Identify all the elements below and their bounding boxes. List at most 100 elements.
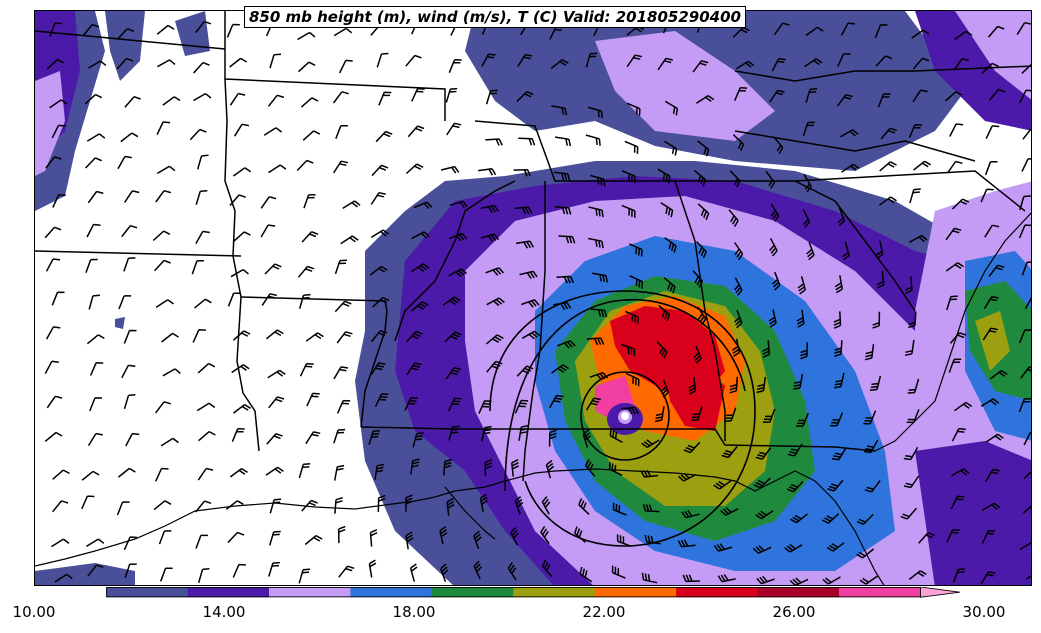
wind-barb <box>298 568 311 584</box>
wind-barb <box>549 394 564 409</box>
wind-barb <box>590 174 606 187</box>
wind-barb <box>821 513 840 524</box>
wind-barb <box>952 568 966 583</box>
wind-barb <box>640 469 659 478</box>
wind-barb <box>948 358 962 373</box>
wind-barb <box>903 446 919 461</box>
wind-barb <box>784 543 803 553</box>
wind-barb <box>412 432 424 448</box>
wind-barb <box>405 494 413 512</box>
wind-barb <box>1018 224 1031 239</box>
wind-barb <box>117 155 132 170</box>
wind-barb <box>305 332 324 342</box>
wind-barb <box>796 309 805 328</box>
wind-barb <box>625 372 640 387</box>
wind-barb <box>878 196 897 206</box>
wind-barb <box>225 500 244 510</box>
wind-barb <box>54 573 73 583</box>
wind-barb <box>951 468 970 477</box>
wind-barb <box>296 159 314 172</box>
wind-barb <box>588 237 604 249</box>
wind-barb <box>268 396 285 409</box>
wind-barb <box>156 121 171 136</box>
wind-barb <box>89 397 103 412</box>
wind-barb <box>161 332 179 343</box>
wind-barb <box>510 526 519 546</box>
wind-barb <box>227 292 241 307</box>
wind-barb <box>713 543 733 552</box>
wind-barb <box>333 428 346 444</box>
wind-barb <box>587 106 603 119</box>
wind-barb <box>729 376 739 394</box>
wind-barb <box>268 530 281 546</box>
wind-barb <box>51 291 65 306</box>
wind-barb <box>904 276 913 294</box>
wind-barb <box>880 127 898 140</box>
wind-barb <box>86 538 105 548</box>
wind-barb <box>513 168 531 177</box>
wind-barb <box>196 154 209 170</box>
colorbar-segment <box>269 587 351 598</box>
wind-barb <box>762 340 771 358</box>
wind-barb <box>755 447 772 460</box>
wind-barb <box>120 132 139 143</box>
wind-barb <box>195 189 208 205</box>
wind-barb <box>155 299 174 309</box>
wind-barb <box>516 91 534 103</box>
wind-barb <box>946 295 958 311</box>
wind-barb <box>116 57 134 70</box>
wind-barb <box>790 513 808 524</box>
wind-barb <box>620 343 636 357</box>
wind-barb <box>1021 158 1031 172</box>
wind-barb <box>579 566 593 583</box>
wind-barb <box>229 92 246 106</box>
wind-barb <box>621 170 636 184</box>
wind-barb <box>734 309 743 329</box>
height-contours <box>489 290 756 547</box>
wind-barb <box>856 548 875 559</box>
wind-barb <box>299 362 314 377</box>
wind-barb <box>729 170 741 188</box>
wind-barb <box>951 198 970 210</box>
wind-barb <box>912 89 928 103</box>
wind-barb <box>227 531 245 544</box>
wind-barb <box>369 529 378 547</box>
wind-barb <box>590 308 608 318</box>
wind-barb <box>1018 329 1031 344</box>
wind-barb <box>834 340 843 358</box>
colorbar-tick-label: 18.00 <box>392 603 436 621</box>
wind-barb <box>770 203 780 222</box>
wind-barb <box>732 26 750 38</box>
wind-barb <box>231 428 245 442</box>
wind-barb <box>338 565 355 578</box>
wind-barb <box>578 498 590 515</box>
wind-barb <box>448 232 468 242</box>
wind-barb <box>752 545 772 554</box>
wind-barb <box>44 431 63 442</box>
wind-barb <box>334 496 343 514</box>
wind-barb <box>644 534 661 545</box>
wind-barb <box>875 240 884 259</box>
wind-barb <box>822 576 841 585</box>
wind-barb <box>413 201 433 210</box>
wind-barb <box>85 157 103 169</box>
wind-barb <box>734 87 748 101</box>
wind-barb <box>306 392 320 407</box>
wind-barb <box>830 412 844 427</box>
wind-barb <box>229 467 248 478</box>
wind-barb <box>1019 542 1031 551</box>
wind-barb <box>191 259 204 275</box>
wind-barb <box>753 477 771 489</box>
wind-barb <box>1019 89 1031 104</box>
wind-barb <box>449 200 468 209</box>
wind-barb <box>1020 366 1031 379</box>
wind-barb <box>909 234 928 243</box>
wind-barb <box>989 369 1008 380</box>
wind-barb <box>194 298 212 309</box>
wind-barb <box>693 345 702 364</box>
wind-barb <box>806 241 815 261</box>
wind-barb <box>155 189 172 203</box>
wind-barb <box>616 534 632 547</box>
wind-barb <box>557 340 576 349</box>
wind-barb <box>612 502 627 516</box>
